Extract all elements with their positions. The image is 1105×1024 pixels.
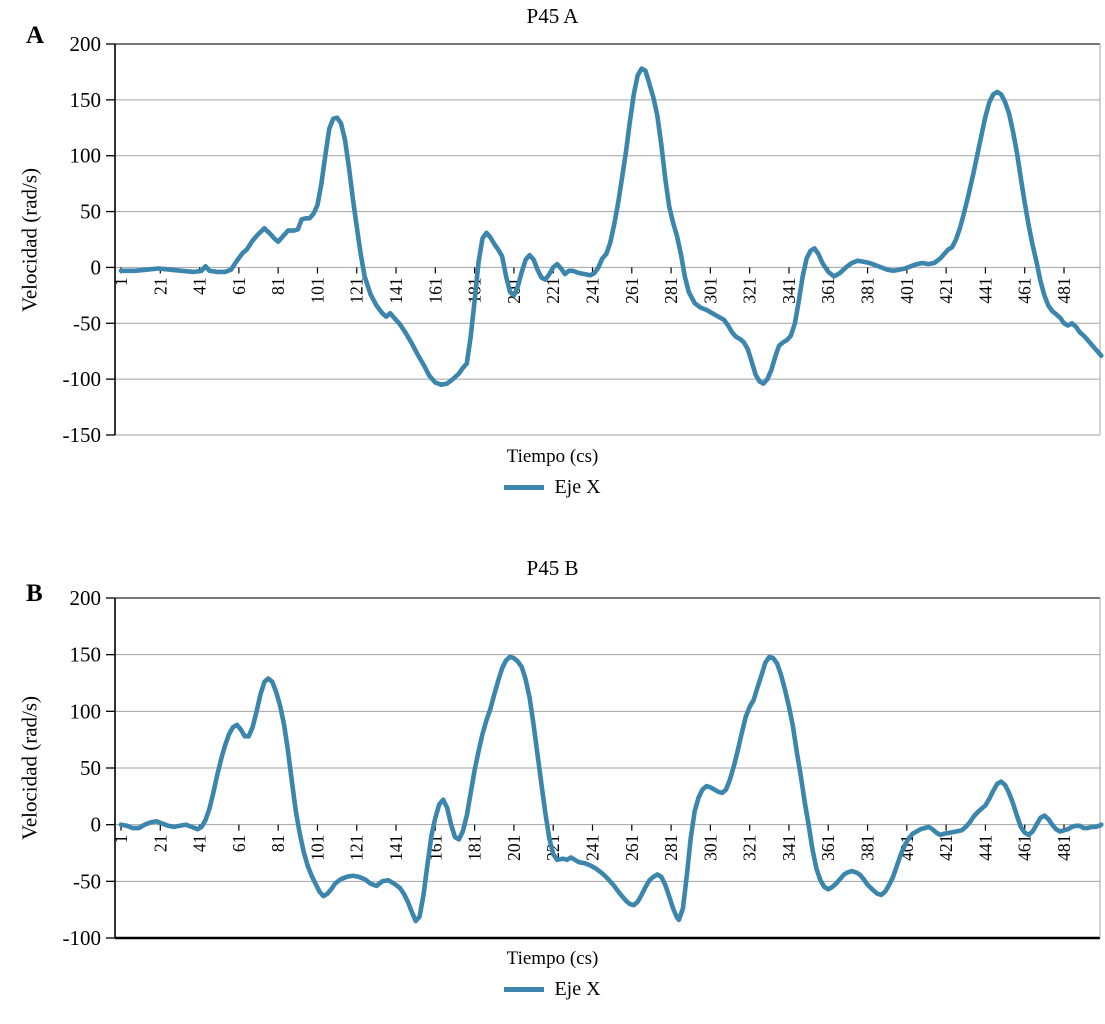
y-tick-label: 200: [70, 32, 102, 56]
x-tick-label: 261: [622, 277, 642, 303]
x-axis-ticks: 1 21 41 61 81 101 121 141 161 181 201 221 241 261 281 3…: [111, 824, 1074, 861]
gridlines: [115, 597, 1101, 940]
x-tick-label: 361: [818, 835, 838, 861]
legend-line-marker: [504, 485, 545, 490]
x-tick-label: 61: [229, 835, 249, 853]
x-tick-label: 301: [700, 277, 720, 303]
x-tick-label: 101: [307, 277, 327, 303]
y-tick-label: -150: [63, 423, 102, 447]
series-line-eje-x: [118, 654, 1104, 924]
x-tick-label: 221: [543, 277, 563, 303]
chart-panel-b: 1 21 41 61 81 101 121 141 161 181 201 221 241 261 281 3…: [0, 554, 1105, 1024]
panel-letter-b: B: [26, 580, 43, 607]
x-tick-label: 201: [504, 835, 524, 861]
x-tick-label: 421: [936, 277, 956, 303]
x-tick-label: 281: [661, 835, 681, 861]
legend-label: Eje X: [554, 978, 601, 1000]
x-tick-label: 241: [583, 277, 603, 303]
y-tick-label: -50: [73, 311, 101, 335]
legend-line-marker: [504, 987, 545, 992]
y-tick-label: -100: [63, 926, 102, 950]
x-tick-label: 461: [1015, 277, 1035, 303]
x-tick-label: 481: [1054, 835, 1074, 861]
x-tick-label: 81: [268, 277, 288, 295]
y-axis: 200 150 100 50 0 -50 -100: [63, 586, 116, 950]
x-tick-label: 41: [190, 835, 210, 853]
y-axis-label-a: Velocidad (rad/s): [17, 167, 42, 313]
legend-b: Eje X: [0, 978, 1105, 1001]
x-tick-label: 361: [818, 277, 838, 303]
x-tick-label: 341: [779, 277, 799, 303]
legend-a: Eje X: [0, 476, 1105, 499]
x-tick-label: 381: [858, 277, 878, 303]
x-tick-label: 421: [936, 835, 956, 861]
y-tick-label: 150: [70, 88, 102, 112]
y-tick-label: -100: [63, 367, 102, 391]
x-tick-label: 61: [229, 277, 249, 295]
x-tick-label: 41: [190, 277, 210, 295]
y-axis: 200 150 100 50 0 -50 -100 -150: [63, 32, 116, 447]
y-tick-label: 150: [70, 643, 102, 667]
x-tick-label: 261: [622, 835, 642, 861]
y-tick-label: -50: [73, 869, 101, 893]
y-tick-label: 100: [70, 144, 102, 168]
chart-panel-a: 1 21 41 61 81 101 121 141 161 181 201 221 241 261 281 3…: [0, 4, 1105, 499]
x-tick-label: 121: [347, 277, 367, 303]
x-axis-label-a: Tiempo (cs): [506, 446, 599, 467]
x-axis-label-b: Tiempo (cs): [506, 948, 599, 969]
x-tick-label: 21: [150, 277, 170, 295]
x-tick-label: 81: [268, 835, 288, 853]
y-tick-label: 50: [80, 756, 101, 780]
x-tick-label: 441: [975, 277, 995, 303]
x-tick-label: 1: [111, 835, 131, 844]
chart-title-a: P45 A: [526, 4, 579, 28]
y-axis-label-b: Velocidad (rad/s): [17, 695, 42, 841]
x-axis-ticks: 1 21 41 61 81 101 121 141 161 181 201 221 241 261 281 3…: [111, 267, 1074, 304]
x-tick-label: 181: [465, 835, 485, 861]
x-tick-label: 141: [386, 277, 406, 303]
x-tick-label: 121: [347, 835, 367, 861]
x-tick-label: 21: [150, 835, 170, 853]
y-tick-label: 200: [70, 586, 102, 610]
x-tick-label: 1: [111, 277, 131, 286]
x-tick-label: 161: [425, 277, 445, 303]
x-tick-label: 141: [386, 835, 406, 861]
y-tick-label: 100: [70, 699, 102, 723]
y-tick-label: 50: [80, 200, 101, 224]
x-tick-label: 101: [307, 835, 327, 861]
plot-area-b: 1 21 41 61 81 101 121 141 161 181 201 221 241 261 281 3…: [63, 586, 1104, 950]
legend-label: Eje X: [554, 476, 601, 498]
gridlines: [115, 43, 1101, 436]
panel-letter-a: A: [26, 22, 45, 49]
x-tick-label: 481: [1054, 277, 1074, 303]
y-tick-label: 0: [91, 813, 102, 837]
x-tick-label: 461: [1015, 835, 1035, 861]
series-line-eje-x: [118, 66, 1104, 387]
x-tick-label: 321: [740, 277, 760, 303]
x-tick-label: 301: [700, 835, 720, 861]
x-tick-label: 381: [858, 835, 878, 861]
x-tick-label: 321: [740, 835, 760, 861]
y-tick-label: 0: [91, 255, 102, 279]
x-tick-label: 281: [661, 277, 681, 303]
chart-title-b: P45 B: [526, 556, 579, 580]
x-tick-label: 401: [897, 277, 917, 303]
x-tick-label: 241: [583, 835, 603, 861]
x-tick-label: 441: [975, 835, 995, 861]
x-tick-label: 341: [779, 835, 799, 861]
plot-area-a: 1 21 41 61 81 101 121 141 161 181 201 221 241 261 281 3…: [63, 32, 1104, 447]
